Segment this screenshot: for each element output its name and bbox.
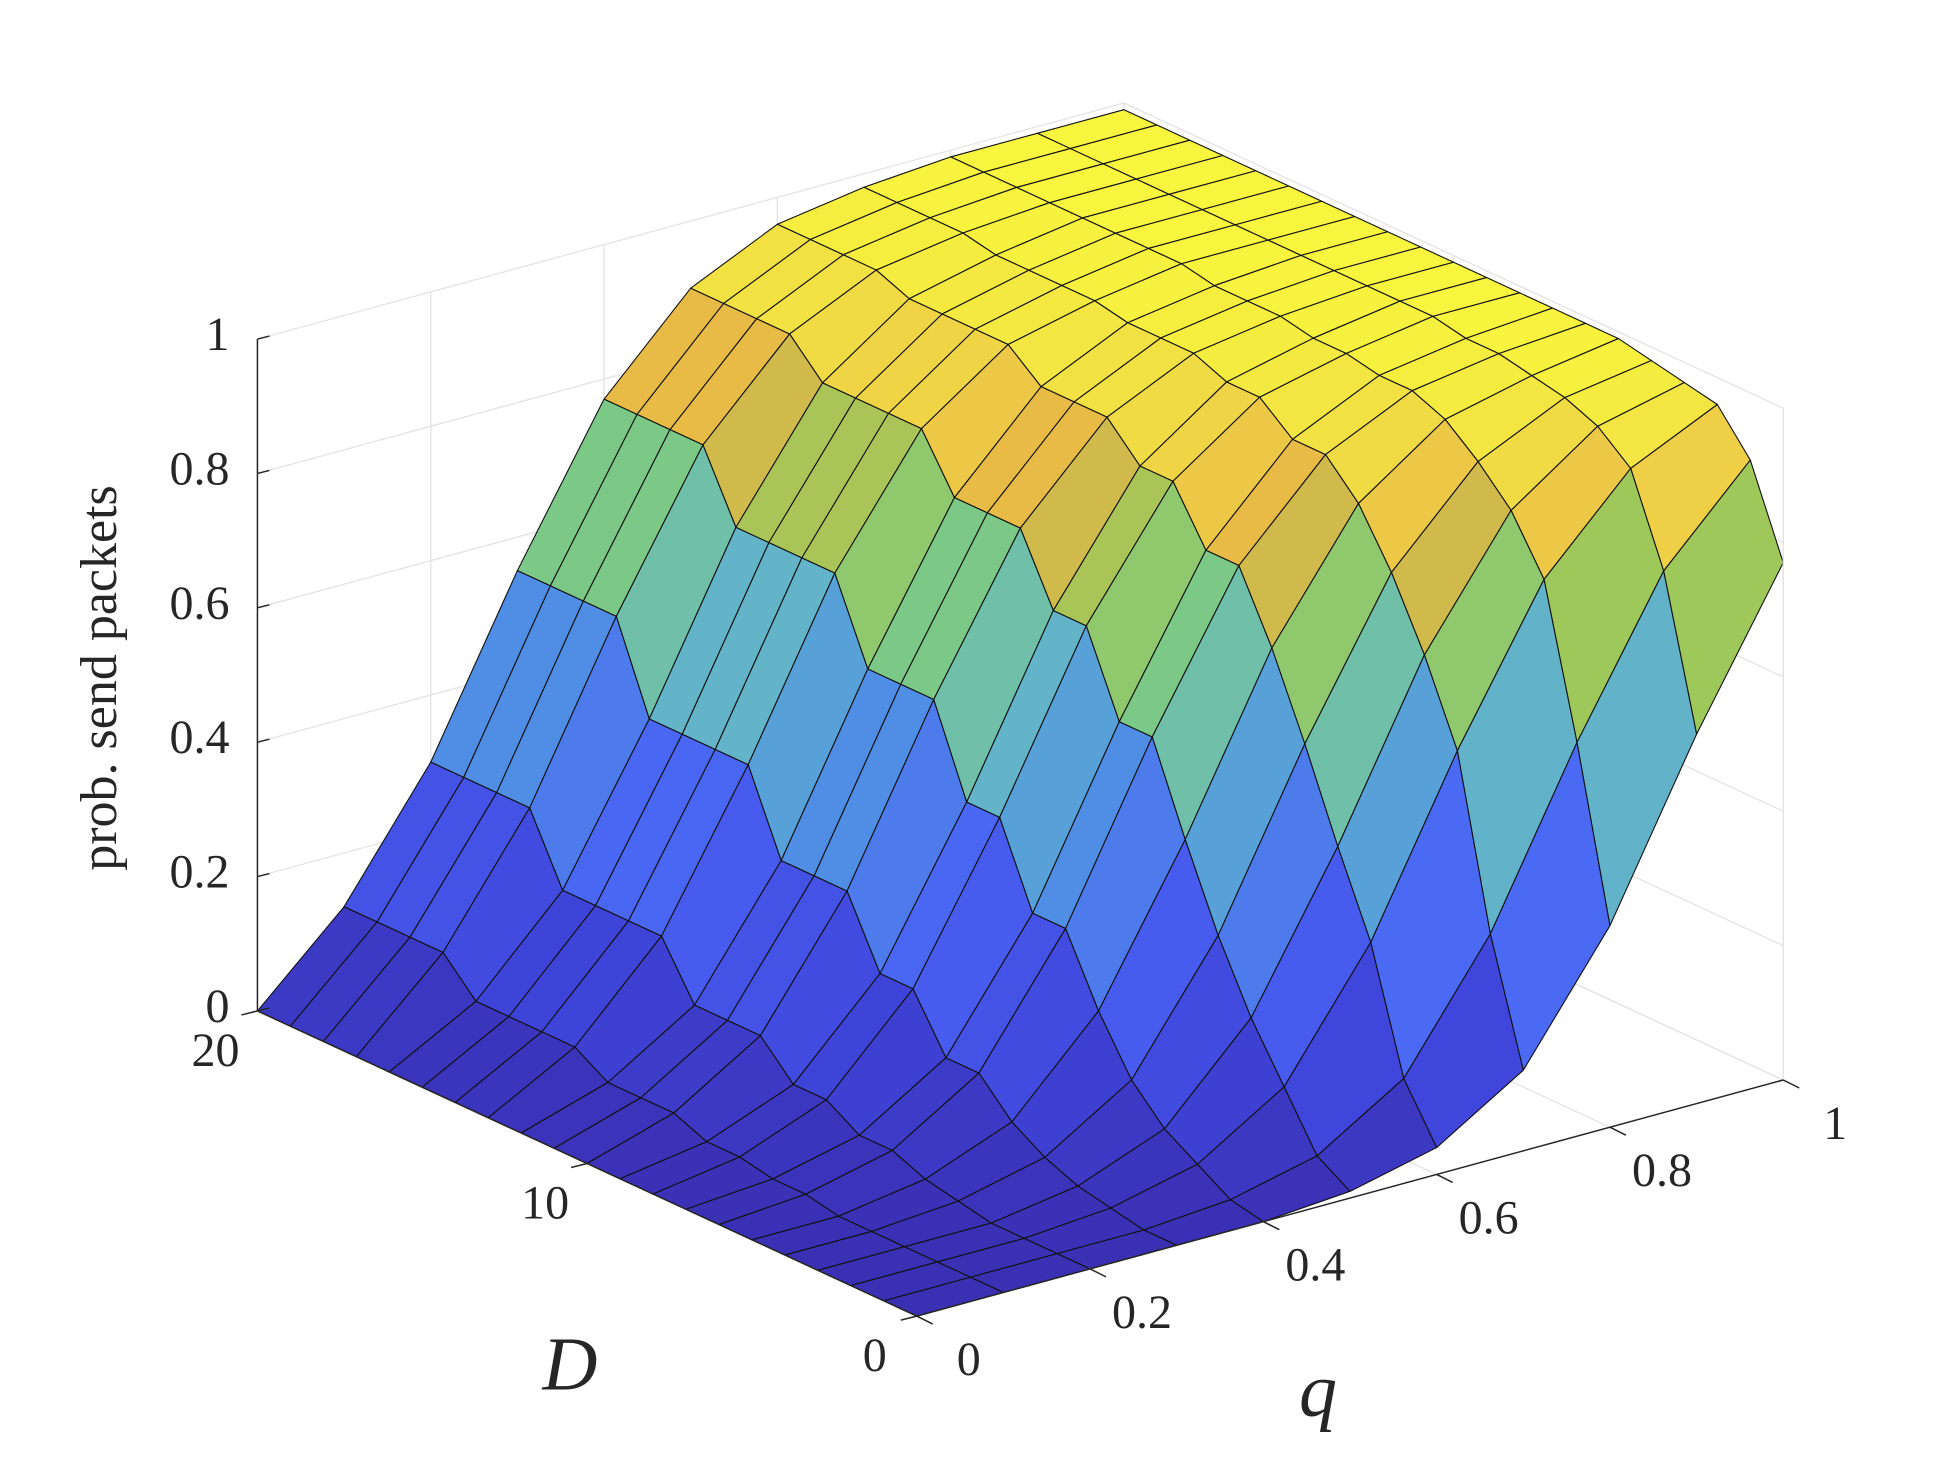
x-axis-label: q xyxy=(1299,1348,1337,1432)
x-tick xyxy=(1782,1079,1800,1089)
y-tick-label: 0 xyxy=(863,1329,887,1382)
z-tick-label: 0.8 xyxy=(169,442,229,495)
y-tick-label: 10 xyxy=(521,1177,569,1230)
surface xyxy=(256,109,1784,1317)
y-tick xyxy=(241,1010,258,1016)
z-tick-label: 0.4 xyxy=(169,711,229,764)
y-axis-label: D xyxy=(542,1322,598,1406)
z-tick-label: 0 xyxy=(205,980,229,1033)
z-tick-label: 0.2 xyxy=(169,846,229,899)
y-tick-label: 20 xyxy=(191,1024,239,1077)
x-tick-label: 0.6 xyxy=(1459,1191,1519,1244)
x-axis-line xyxy=(916,1079,1784,1317)
y-tick xyxy=(570,1162,588,1169)
z-tick xyxy=(257,335,270,340)
x-tick xyxy=(1436,1173,1453,1184)
y-tick xyxy=(900,1315,917,1321)
x-tick xyxy=(1263,1220,1280,1231)
z-tick xyxy=(257,469,270,475)
x-tick-label: 0.4 xyxy=(1285,1239,1345,1292)
x-tick xyxy=(1089,1268,1107,1278)
z-tick-label: 0.6 xyxy=(169,577,229,630)
x-tick-label: 0.2 xyxy=(1112,1286,1172,1339)
z-tick xyxy=(257,738,270,743)
grid-line xyxy=(257,102,1125,340)
x-tick-label: 1 xyxy=(1823,1097,1847,1150)
x-tick-label: 0.8 xyxy=(1632,1144,1692,1197)
x-tick-label: 0 xyxy=(957,1333,981,1386)
x-tick xyxy=(1609,1126,1627,1136)
z-tick xyxy=(257,872,270,878)
z-tick xyxy=(257,604,270,609)
z-tick xyxy=(257,1007,270,1012)
z-axis-label: prob. send packets xyxy=(71,485,128,871)
z-tick-label: 1 xyxy=(205,308,229,361)
x-tick xyxy=(916,1315,934,1325)
